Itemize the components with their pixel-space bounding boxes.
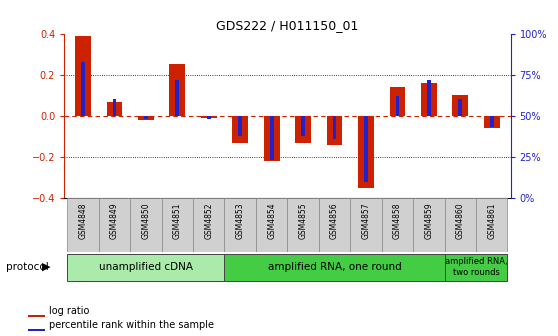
Bar [445,198,476,252]
Bar [99,198,130,252]
Bar [193,198,224,252]
Bar [238,116,242,136]
Bar [256,198,287,252]
Text: GSM4852: GSM4852 [204,203,213,239]
Bar [170,65,185,116]
Bar [144,116,148,119]
Text: GSM4857: GSM4857 [362,203,371,239]
Text: GSM4856: GSM4856 [330,203,339,239]
Bar [427,80,431,116]
Bar [207,116,211,119]
Bar [453,95,468,116]
Text: GSM4859: GSM4859 [424,203,434,239]
Text: GSM4848: GSM4848 [79,203,88,239]
Bar [232,116,248,143]
Bar [382,198,413,252]
Bar [301,116,305,136]
Bar [364,116,368,182]
Text: GSM4860: GSM4860 [456,203,465,239]
Text: GSM4854: GSM4854 [267,203,276,239]
Title: GDS222 / H011150_01: GDS222 / H011150_01 [216,19,359,33]
Bar [201,116,217,118]
Bar [421,83,437,116]
Bar [130,198,162,252]
Text: unamplified cDNA: unamplified cDNA [99,262,193,272]
Text: GSM4858: GSM4858 [393,203,402,239]
Bar [68,254,224,281]
Bar [476,198,507,252]
Bar [224,254,445,281]
Text: percentile rank within the sample: percentile rank within the sample [50,320,214,330]
Bar [113,99,117,116]
Bar [445,254,507,281]
Bar [458,99,462,116]
Bar [413,198,445,252]
Bar [107,101,122,116]
Bar [162,198,193,252]
Bar [484,116,499,128]
Text: protocol: protocol [6,262,49,272]
Text: GSM4850: GSM4850 [141,203,151,239]
Bar [264,116,280,161]
Text: ▶: ▶ [42,262,50,272]
Text: GSM4853: GSM4853 [235,203,245,239]
Bar [28,315,46,317]
Bar [490,116,494,127]
Bar [326,116,343,145]
Bar [81,61,85,116]
Text: log ratio: log ratio [50,306,90,316]
Text: GSM4855: GSM4855 [299,203,307,239]
Bar [175,80,179,116]
Text: GSM4861: GSM4861 [487,203,496,239]
Text: GSM4851: GSM4851 [173,203,182,239]
Text: amplified RNA, one round: amplified RNA, one round [268,262,401,272]
Bar [138,116,154,120]
Bar [319,198,350,252]
Bar [68,198,99,252]
Bar [287,198,319,252]
Bar [350,198,382,252]
Text: GSM4849: GSM4849 [110,203,119,239]
Bar [358,116,374,188]
Bar [75,36,91,116]
Bar [333,116,336,139]
Bar [270,116,273,160]
Bar [28,329,46,331]
Bar [224,198,256,252]
Bar [396,96,400,116]
Bar [295,116,311,143]
Text: amplified RNA,
two rounds: amplified RNA, two rounds [445,257,507,277]
Bar [389,87,405,116]
